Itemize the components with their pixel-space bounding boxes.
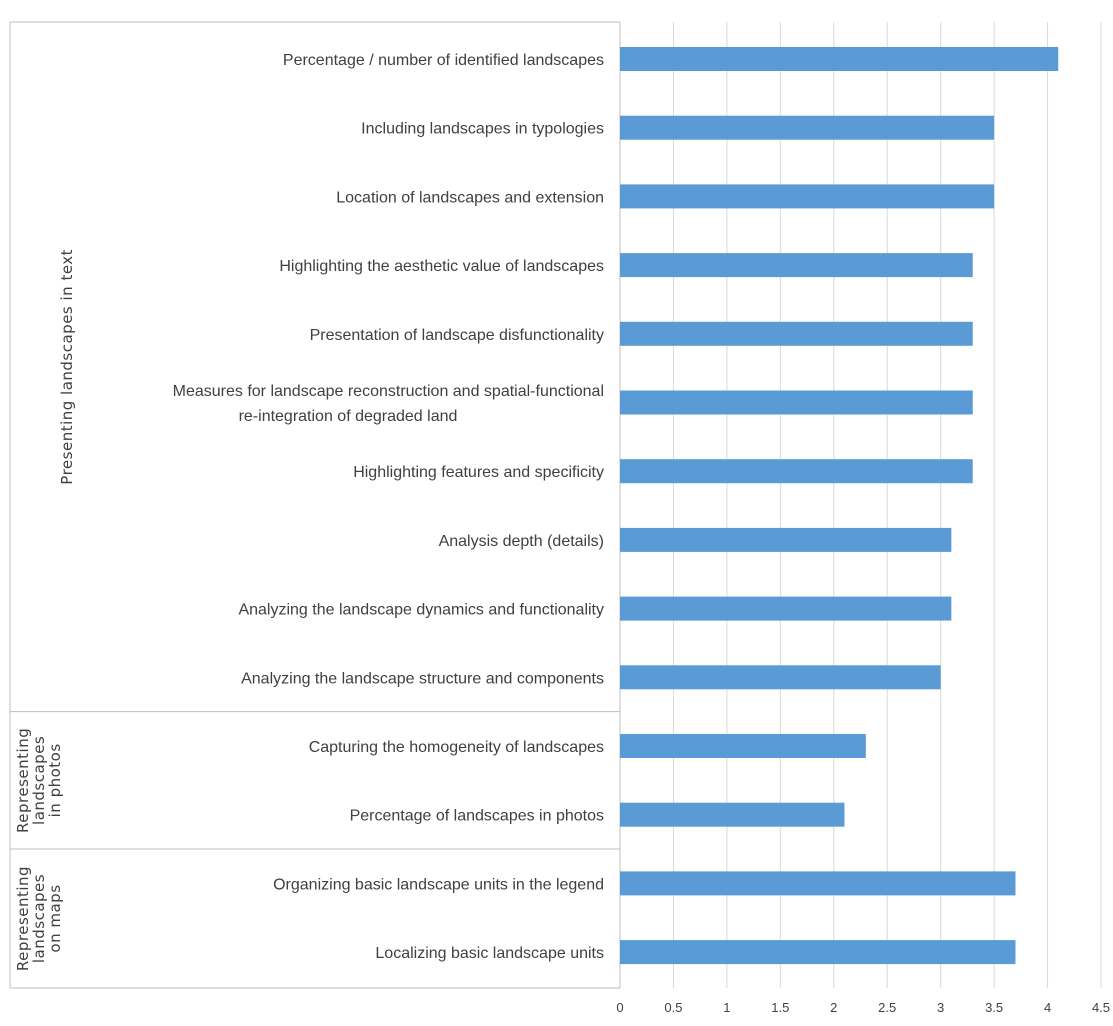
- x-tick-label: 3.5: [985, 1000, 1003, 1015]
- bar: [620, 802, 845, 827]
- x-tick-label: 3: [937, 1000, 944, 1015]
- category-label: Analyzing the landscape structure and co…: [241, 670, 604, 687]
- group-label-line: Representing: [14, 728, 32, 833]
- bar: [620, 321, 973, 346]
- x-tick-label: 2: [830, 1000, 837, 1015]
- category-label: Analysis depth (details): [439, 533, 604, 550]
- bar: [620, 665, 941, 690]
- category-label: Capturing the homogeneity of landscapes: [309, 739, 604, 756]
- bar: [620, 115, 995, 140]
- category-label: Percentage of landscapes in photos: [350, 808, 604, 825]
- bar: [620, 47, 1059, 71]
- category-label: re-integration of degraded land: [239, 408, 458, 425]
- bar: [620, 871, 1016, 896]
- category-label: Percentage / number of identified landsc…: [283, 52, 604, 69]
- category-label: Analyzing the landscape dynamics and fun…: [238, 602, 604, 619]
- bar: [620, 184, 995, 209]
- bar: [620, 596, 952, 621]
- group-label-line: landscapes: [30, 874, 48, 963]
- category-label: Highlighting features and specificity: [353, 464, 604, 481]
- x-tick-label: 4.5: [1092, 1000, 1110, 1015]
- x-tick-label: 1: [723, 1000, 730, 1015]
- category-label: Measures for landscape reconstruction an…: [173, 383, 604, 400]
- bar: [620, 390, 973, 415]
- x-axis-ticks: 0 0.5 1 1.5 2 2.5 3 3.5 4 4.5: [616, 1000, 1110, 1015]
- category-label: Presentation of landscape disfunctionali…: [310, 327, 604, 344]
- group-label-line: on maps: [46, 884, 64, 952]
- x-tick-label: 4: [1044, 1000, 1051, 1015]
- category-label: Location of landscapes and extension: [336, 189, 604, 206]
- x-tick-label: 0.5: [664, 1000, 682, 1015]
- category-label: Highlighting the aesthetic value of land…: [279, 258, 604, 275]
- x-tick-label: 0: [616, 1000, 623, 1015]
- group-label-line: landscapes: [30, 736, 48, 825]
- category-labels: Percentage / number of identified landsc…: [173, 52, 604, 962]
- bar: [620, 253, 973, 278]
- group-label-line: in photos: [46, 743, 64, 817]
- category-label: Organizing basic landscape units in the …: [273, 876, 604, 893]
- group-labels: Presenting landscapes in text Representin…: [14, 249, 76, 971]
- gridlines: [619, 22, 1102, 988]
- category-label: Including landscapes in typologies: [361, 121, 604, 138]
- bars: [620, 47, 1059, 965]
- bar: [620, 940, 1016, 965]
- bar: [620, 527, 952, 552]
- group-label-line: Presenting landscapes in text: [58, 249, 76, 485]
- category-frame: [9, 21, 621, 989]
- group-label-line: Representing: [14, 866, 32, 971]
- x-tick-label: 1.5: [771, 1000, 789, 1015]
- bar: [620, 734, 866, 758]
- x-tick-label: 2.5: [878, 1000, 896, 1015]
- bar: [620, 459, 973, 484]
- category-label: Localizing basic landscape units: [375, 945, 604, 962]
